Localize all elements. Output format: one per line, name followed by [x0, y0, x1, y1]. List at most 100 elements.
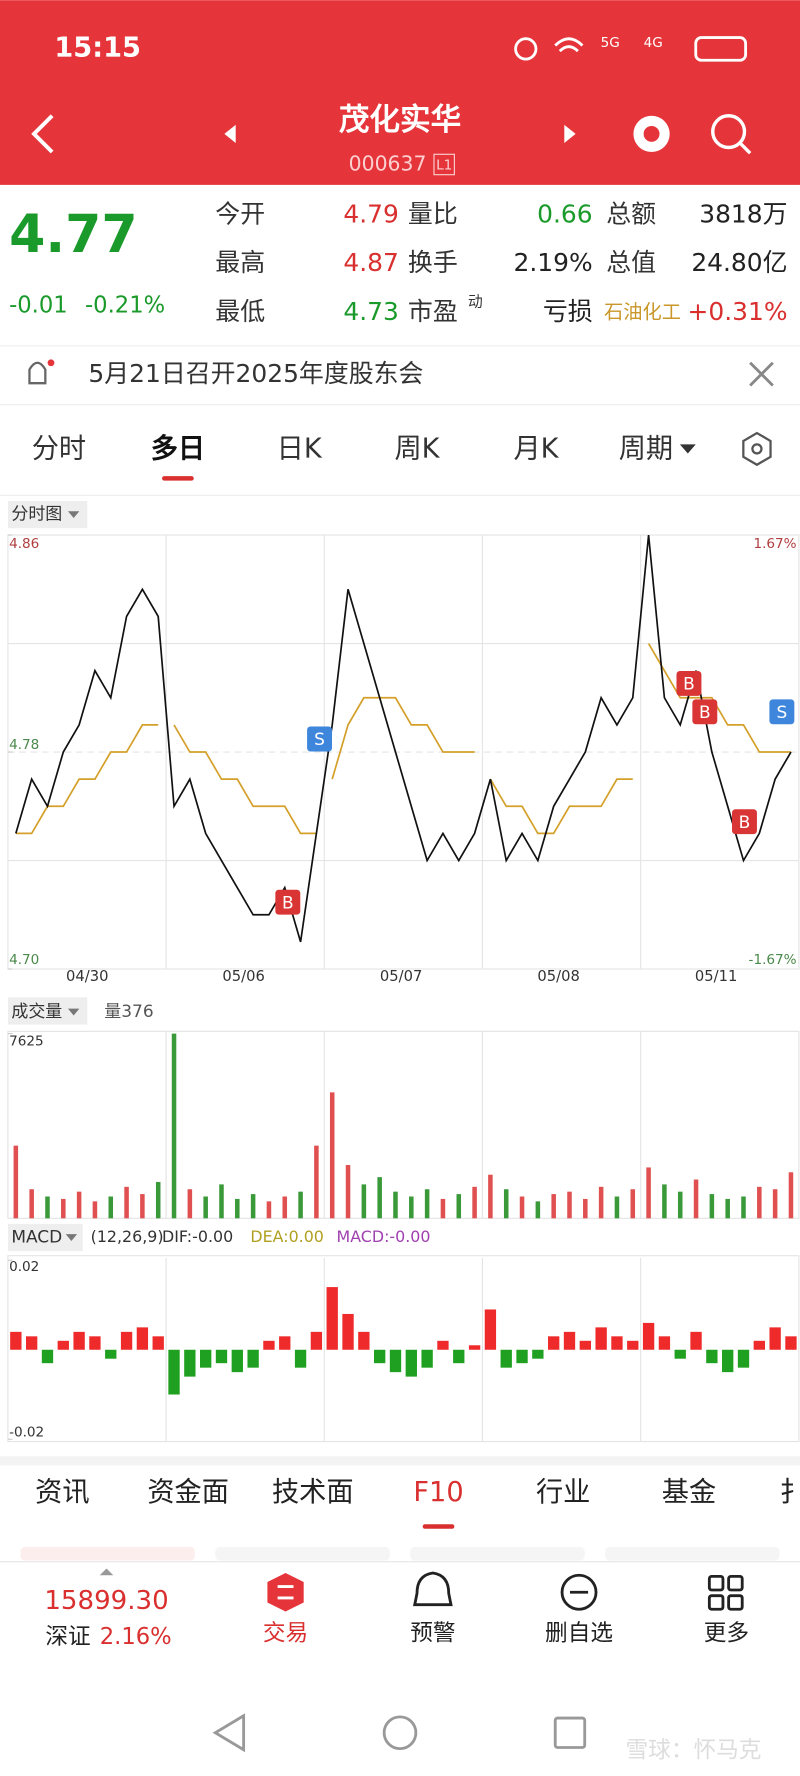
volume-bar	[45, 1196, 50, 1219]
macd-bar	[10, 1331, 22, 1350]
header-bg	[0, 0, 800, 185]
volume-bar	[250, 1194, 256, 1219]
next-button[interactable]	[564, 124, 576, 143]
index-name: 深证	[45, 1624, 90, 1650]
volume-bar	[155, 1181, 161, 1219]
volume-label[interactable]: 成交量	[11, 1002, 62, 1022]
watermark: 雪球：怀马克	[626, 1737, 762, 1763]
macd-bar	[342, 1313, 354, 1350]
volume-bar	[472, 1186, 477, 1219]
macd-bar	[73, 1331, 85, 1350]
macd-bar	[437, 1340, 449, 1350]
bottom-tab[interactable]: 基金	[662, 1477, 716, 1508]
macd-bar	[105, 1349, 117, 1359]
volume-bar	[535, 1201, 541, 1219]
volume-bar	[630, 1189, 636, 1219]
pe-sup: 动	[468, 294, 483, 311]
nav-home[interactable]	[382, 1715, 418, 1751]
trade-mark-bg	[692, 699, 718, 725]
nav-label[interactable]: 删自选	[545, 1621, 613, 1647]
network: 4G	[644, 35, 663, 51]
more-icon[interactable]	[707, 1574, 744, 1611]
nav-recent[interactable]	[553, 1716, 587, 1749]
notice-text[interactable]: 5月21日召开2025年度股东会	[88, 359, 423, 388]
macd-bar	[532, 1349, 544, 1359]
trade-mark: S	[776, 703, 787, 723]
volume-bar	[235, 1198, 240, 1219]
volume-bar	[583, 1198, 588, 1219]
x-tick-label: 05/07	[380, 968, 422, 985]
change: -0.01	[9, 293, 68, 319]
macd-label[interactable]: MACD	[11, 1228, 62, 1248]
tab[interactable]: 周期	[619, 434, 673, 465]
field-value: 4.87	[343, 248, 398, 277]
macd-bar	[374, 1349, 386, 1364]
macd-dea: DEA:0.00	[250, 1227, 323, 1246]
close-button[interactable]	[749, 361, 774, 387]
tab[interactable]: 月K	[513, 434, 559, 465]
y-tick-label: 7625	[9, 1034, 44, 1050]
macd-bar	[658, 1336, 671, 1350]
chart-label[interactable]: 分时图	[11, 505, 62, 525]
nav-back[interactable]	[212, 1713, 246, 1753]
volume-bar	[61, 1198, 66, 1219]
card	[605, 1546, 780, 1561]
volume-bar	[329, 1092, 335, 1219]
macd-bar	[57, 1340, 69, 1350]
trade-icon[interactable]	[267, 1572, 304, 1612]
macd-bar	[595, 1327, 607, 1350]
volume-bar	[725, 1198, 730, 1219]
y-tick-label: 4.78	[9, 737, 39, 753]
bottom-tab[interactable]: 行业	[536, 1477, 590, 1508]
prev-button[interactable]	[224, 124, 236, 143]
volume-bar	[614, 1196, 620, 1219]
back-button[interactable]	[31, 114, 54, 154]
nav-label[interactable]: 交易	[263, 1621, 308, 1647]
expand-arrow[interactable]	[99, 1568, 114, 1576]
macd-bar	[247, 1349, 259, 1368]
change-pct: -0.21%	[85, 293, 165, 319]
macd-bar	[405, 1349, 417, 1377]
tab[interactable]: 日K	[277, 434, 323, 465]
field-label: 换手	[408, 248, 458, 277]
nav-label[interactable]: 更多	[704, 1621, 749, 1647]
tab[interactable]: 周K	[394, 434, 440, 465]
field-label: 最高	[215, 248, 265, 277]
bottom-tab[interactable]: F10	[413, 1477, 463, 1508]
volume-bar	[741, 1196, 746, 1219]
field-value: 24.80亿	[691, 248, 787, 277]
bottom-tab[interactable]: 资讯	[35, 1477, 89, 1508]
trade-mark-bg	[732, 809, 757, 835]
field-value: 3818万	[699, 199, 787, 228]
macd-bar	[627, 1340, 639, 1350]
nav-label[interactable]: 预警	[410, 1621, 455, 1647]
bottom-tab[interactable]: 资金面	[147, 1477, 229, 1508]
macd-bar	[737, 1349, 750, 1368]
macd-bar	[453, 1349, 465, 1364]
trade-mark: B	[683, 675, 695, 695]
alert-icon[interactable]	[413, 1571, 453, 1607]
settings-icon[interactable]	[742, 431, 772, 467]
x-tick-label: 05/11	[695, 968, 737, 985]
remove-icon[interactable]	[560, 1573, 598, 1611]
search-icon[interactable]	[711, 114, 747, 150]
macd-bar	[279, 1336, 291, 1350]
tab[interactable]: 分时	[32, 434, 86, 465]
field-value: 2.19%	[514, 248, 593, 277]
volume-bar	[646, 1167, 651, 1219]
macd-bar	[642, 1322, 655, 1350]
settings-dot	[751, 443, 763, 455]
volume-bar	[361, 1184, 367, 1219]
search-handle	[738, 141, 752, 155]
y-tick-label: 0.02	[9, 1259, 39, 1275]
volume-bar	[171, 1033, 177, 1219]
macd-params: (12,26,9)	[91, 1227, 164, 1246]
bottom-tab[interactable]: 技术面	[272, 1477, 354, 1508]
volume-bar	[314, 1145, 319, 1219]
tab[interactable]: 多日	[151, 434, 205, 465]
bottom-tab[interactable]: 扌	[780, 1477, 800, 1508]
trade-arrows	[277, 1585, 294, 1600]
macd-dif: DIF:-0.00	[162, 1227, 233, 1246]
dropdown-arrow	[679, 444, 696, 454]
